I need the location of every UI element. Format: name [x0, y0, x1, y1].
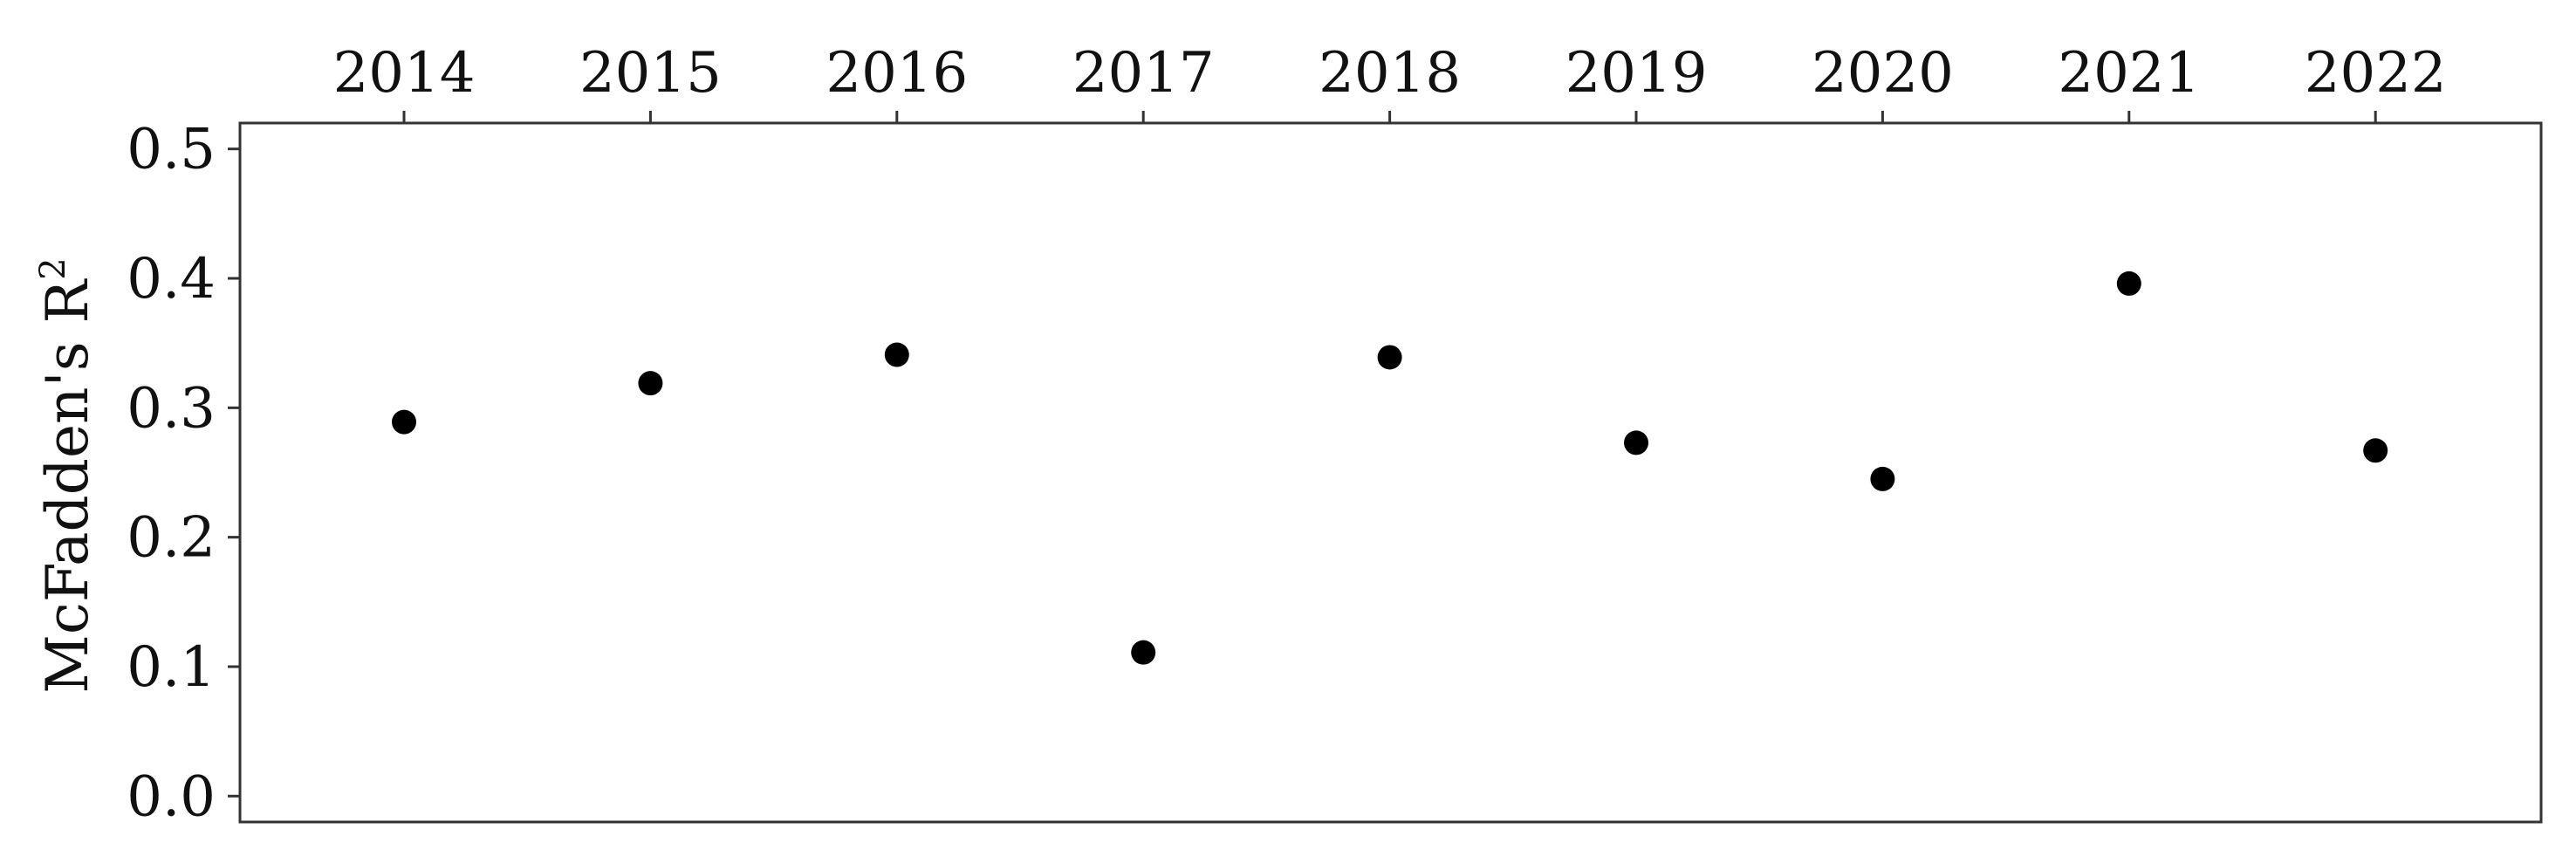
x-tick-label: 2016 [826, 41, 968, 106]
x-tick-label: 2015 [579, 41, 722, 106]
data-point-2015 [638, 371, 663, 396]
y-axis-ticks: 0.0 0.1 0.2 0.3 0.4 0.5 [127, 118, 240, 829]
data-points [392, 271, 2388, 665]
x-tick-label: 2021 [2058, 41, 2200, 106]
plot-frame [238, 121, 2543, 824]
y-tick-label: 0.1 [127, 635, 216, 700]
data-point-2014 [392, 409, 416, 435]
y-tick-label: 0.3 [127, 376, 216, 441]
x-tick-label: 2020 [1812, 41, 1954, 106]
y-axis-label-text: McFadden's R [34, 277, 101, 693]
x-tick-label: 2018 [1319, 41, 1461, 106]
x-tick-label: 2022 [2305, 41, 2447, 106]
y-tick-label: 0.2 [127, 506, 216, 571]
y-tick-label: 0.5 [127, 118, 216, 182]
data-point-2021 [2116, 271, 2141, 296]
data-point-2019 [1624, 430, 1648, 455]
y-axis-label-superscript: 2 [33, 257, 73, 279]
data-point-2016 [884, 342, 909, 367]
y-tick-label: 0.4 [127, 247, 216, 312]
x-tick-label: 2019 [1565, 41, 1708, 106]
x-tick-label: 2017 [1072, 41, 1215, 106]
data-point-2018 [1377, 345, 1402, 370]
data-point-2020 [1870, 466, 1895, 491]
y-tick-label: 0.0 [127, 764, 216, 829]
data-point-2017 [1131, 640, 1156, 665]
x-axis-ticks: 2014 2015 2016 2017 2018 2019 2020 2021 2022 [333, 41, 2447, 123]
x-tick-label: 2014 [333, 41, 476, 106]
data-point-2022 [2363, 438, 2388, 463]
y-axis-label: McFadden's R2 [33, 257, 101, 693]
